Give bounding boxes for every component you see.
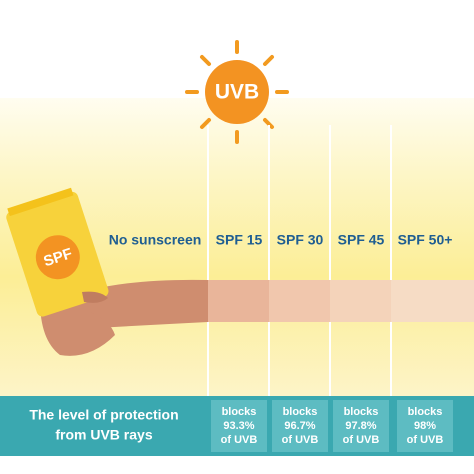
footer-cell bbox=[397, 400, 453, 452]
footer-cell-text: of UVB bbox=[343, 434, 380, 446]
footer: The level of protection from UVB rays bloc… bbox=[29, 400, 453, 452]
footer-cell bbox=[333, 400, 389, 452]
sun: UVB bbox=[185, 40, 289, 144]
sun-label: UVB bbox=[215, 81, 259, 104]
footer-cell bbox=[272, 400, 328, 452]
footer-cell-text: blocks bbox=[222, 406, 257, 418]
column-label: No sunscreen bbox=[109, 232, 202, 248]
column-label: SPF 30 bbox=[277, 232, 324, 248]
footer-cell-text: 93.3% bbox=[223, 420, 254, 432]
footer-cell bbox=[211, 400, 267, 452]
column-label: SPF 45 bbox=[338, 232, 385, 248]
footer-cell-text: 97.8% bbox=[345, 420, 376, 432]
footer-title: from UVB rays bbox=[55, 427, 152, 443]
footer-cell-text: of UVB bbox=[221, 434, 258, 446]
column-label: SPF 15 bbox=[216, 232, 263, 248]
column-labels: No sunscreen SPF 15 SPF 30 SPF 45 SPF 50+ bbox=[109, 232, 453, 248]
footer-cell-text: 98% bbox=[414, 420, 436, 432]
column-label: SPF 50+ bbox=[398, 232, 453, 248]
footer-cell-text: blocks bbox=[408, 406, 443, 418]
thumb bbox=[82, 291, 108, 303]
footer-cell-text: of UVB bbox=[282, 434, 319, 446]
footer-cell-text: of UVB bbox=[407, 434, 444, 446]
footer-title: The level of protection bbox=[29, 407, 178, 423]
sunscreen-tube: SPF bbox=[6, 187, 109, 317]
footer-cell-text: 96.7% bbox=[284, 420, 315, 432]
footer-cell-text: blocks bbox=[283, 406, 318, 418]
footer-cell-text: blocks bbox=[344, 406, 379, 418]
